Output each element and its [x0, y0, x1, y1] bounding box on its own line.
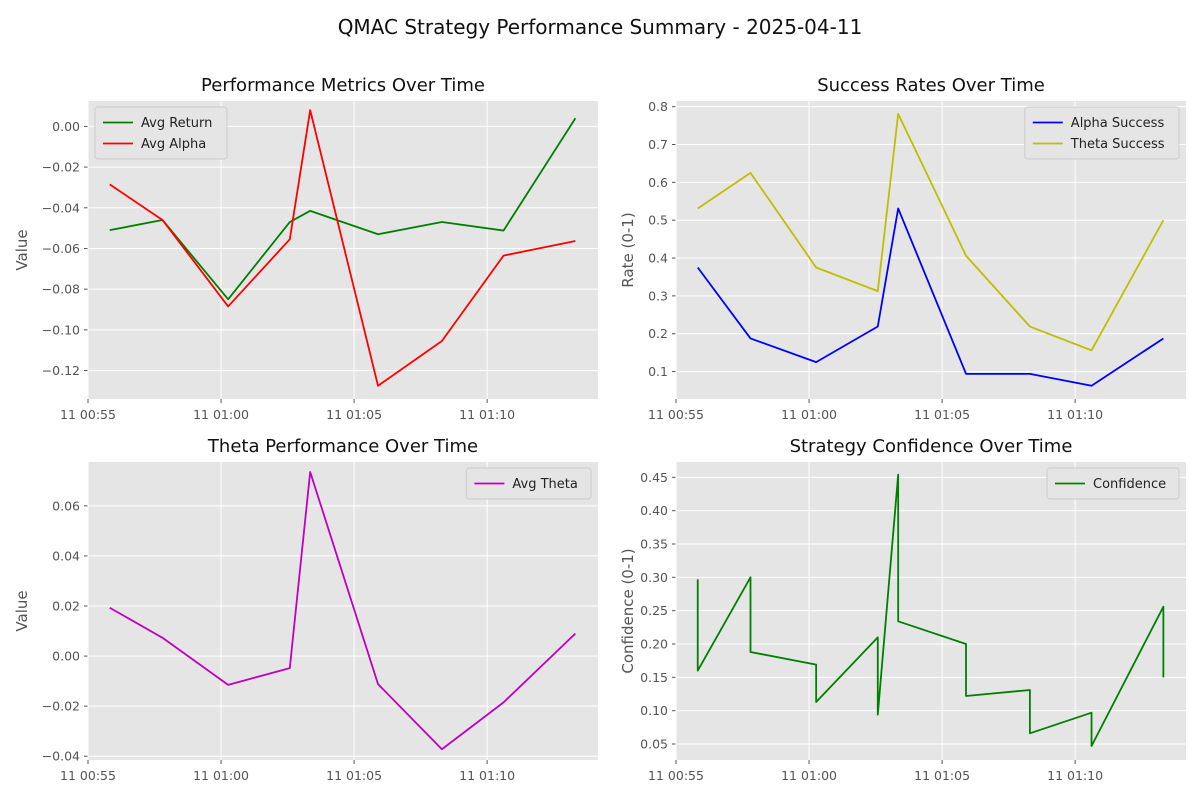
series-line-avg-return	[109, 117, 577, 301]
theta-performance-plot-area	[88, 462, 598, 760]
performance-metrics-x-tick-label: 11 01:00	[193, 407, 249, 422]
strategy-confidence-legend-frame	[1046, 467, 1180, 500]
theta-performance-y-axis-label: Value	[13, 590, 31, 631]
figure-title: QMAC Strategy Performance Summary - 2025…	[338, 15, 863, 39]
performance-metrics-legend-frame	[94, 106, 228, 160]
success-rates-y-tick-label: 0.7	[648, 137, 668, 152]
strategy-confidence-y-tick-label: 0.35	[640, 537, 668, 552]
legend-label: Theta Success	[1070, 137, 1165, 152]
performance-metrics-y-tick-label: 0.00	[52, 119, 80, 134]
success-rates-x-tick-label: 11 01:05	[914, 407, 970, 422]
theta-performance-y-tick-label: 0.04	[52, 548, 80, 563]
series-line-theta-success	[697, 112, 1165, 352]
strategy-confidence-panel: Strategy Confidence Over Time 0.05 0.10 0.1…	[619, 436, 1186, 783]
theta-performance-panel: Theta Performance Over Time 0.06 0.04 0.02 0…	[13, 436, 598, 783]
success-rates-y-tick-label: 0.5	[648, 213, 668, 228]
theta-performance-y-tick-label: −0.02	[42, 699, 80, 714]
legend-label: Avg Alpha	[141, 137, 206, 152]
success-rates-legend-frame	[1024, 106, 1180, 160]
theta-performance-y-tick-label: −0.04	[42, 749, 80, 764]
performance-metrics-y-tick-label: −0.10	[42, 322, 80, 337]
theta-performance-x-tick-label: 11 01:10	[459, 768, 515, 783]
theta-performance-legend: Avg Theta	[465, 467, 592, 500]
series-line-avg-theta	[109, 471, 577, 751]
strategy-confidence-x-tick-label: 11 00:55	[648, 768, 704, 783]
performance-metrics-legend: Avg Return Avg Alpha	[94, 106, 228, 160]
series-line-confidence	[696, 473, 1165, 747]
performance-metrics-y-tick-label: −0.08	[42, 282, 80, 297]
legend-label: Confidence	[1093, 477, 1166, 492]
series-line-alpha-success	[697, 207, 1164, 387]
theta-performance-legend-frame	[465, 467, 592, 500]
strategy-confidence-y-tick-label: 0.30	[640, 570, 668, 585]
performance-metrics-x-tick-label: 11 01:05	[326, 407, 382, 422]
performance-metrics-title: Performance Metrics Over Time	[201, 75, 485, 96]
strategy-confidence-y-tick-label: 0.40	[640, 503, 668, 518]
performance-metrics-y-tick-label: −0.04	[42, 200, 80, 215]
success-rates-x-tick-label: 11 01:10	[1047, 407, 1103, 422]
theta-performance-y-tick-label: 0.00	[52, 649, 80, 664]
success-rates-panel: Success Rates Over Time 0.1 0.2 0.3 0.4 0.5 0.…	[619, 75, 1186, 422]
strategy-confidence-legend: Confidence	[1046, 467, 1180, 500]
theta-performance-title: Theta Performance Over Time	[207, 436, 478, 457]
series-line-avg-alpha	[109, 109, 576, 387]
strategy-confidence-x-tick-label: 11 01:00	[781, 768, 837, 783]
theta-performance-y-tick-label: 0.06	[52, 498, 80, 513]
success-rates-y-tick-label: 0.2	[648, 326, 668, 341]
strategy-confidence-y-tick-label: 0.15	[640, 670, 668, 685]
strategy-confidence-y-tick-label: 0.05	[640, 737, 668, 752]
legend-label: Avg Theta	[512, 477, 577, 492]
strategy-confidence-y-tick-label: 0.25	[640, 603, 668, 618]
performance-metrics-x-tick-label: 11 01:10	[459, 407, 515, 422]
strategy-confidence-x-tick-label: 11 01:05	[914, 768, 970, 783]
success-rates-y-axis-label: Rate (0-1)	[619, 212, 637, 287]
theta-performance-x-tick-label: 11 01:00	[193, 768, 249, 783]
success-rates-y-tick-label: 0.8	[648, 99, 668, 114]
success-rates-title: Success Rates Over Time	[817, 75, 1045, 96]
success-rates-legend: Alpha Success Theta Success	[1024, 106, 1180, 160]
performance-metrics-y-tick-label: −0.12	[42, 363, 80, 378]
legend-label: Alpha Success	[1071, 116, 1165, 131]
strategy-confidence-y-axis-label: Confidence (0-1)	[619, 548, 637, 673]
theta-performance-x-tick-label: 11 00:55	[60, 768, 116, 783]
success-rates-x-tick-label: 11 00:55	[648, 407, 704, 422]
strategy-confidence-title: Strategy Confidence Over Time	[790, 436, 1073, 457]
legend-label: Avg Return	[141, 116, 212, 131]
success-rates-y-tick-label: 0.1	[648, 364, 668, 379]
strategy-confidence-y-tick-label: 0.10	[640, 703, 668, 718]
success-rates-x-tick-label: 11 01:00	[781, 407, 837, 422]
performance-metrics-y-tick-label: −0.06	[42, 241, 80, 256]
strategy-confidence-y-tick-label: 0.20	[640, 637, 668, 652]
success-rates-y-tick-label: 0.3	[648, 288, 668, 303]
performance-metrics-panel: Performance Metrics Over Time 0.00 −0.02 −0…	[13, 75, 598, 422]
strategy-confidence-y-tick-label: 0.45	[640, 470, 668, 485]
theta-performance-y-tick-label: 0.02	[52, 598, 80, 613]
success-rates-y-tick-label: 0.4	[648, 251, 668, 266]
theta-performance-x-tick-label: 11 01:05	[326, 768, 382, 783]
strategy-confidence-x-tick-label: 11 01:10	[1047, 768, 1103, 783]
performance-metrics-y-tick-label: −0.02	[42, 160, 80, 175]
performance-metrics-x-tick-label: 11 00:55	[60, 407, 116, 422]
performance-metrics-y-axis-label: Value	[13, 229, 31, 270]
success-rates-y-tick-label: 0.6	[648, 175, 668, 190]
